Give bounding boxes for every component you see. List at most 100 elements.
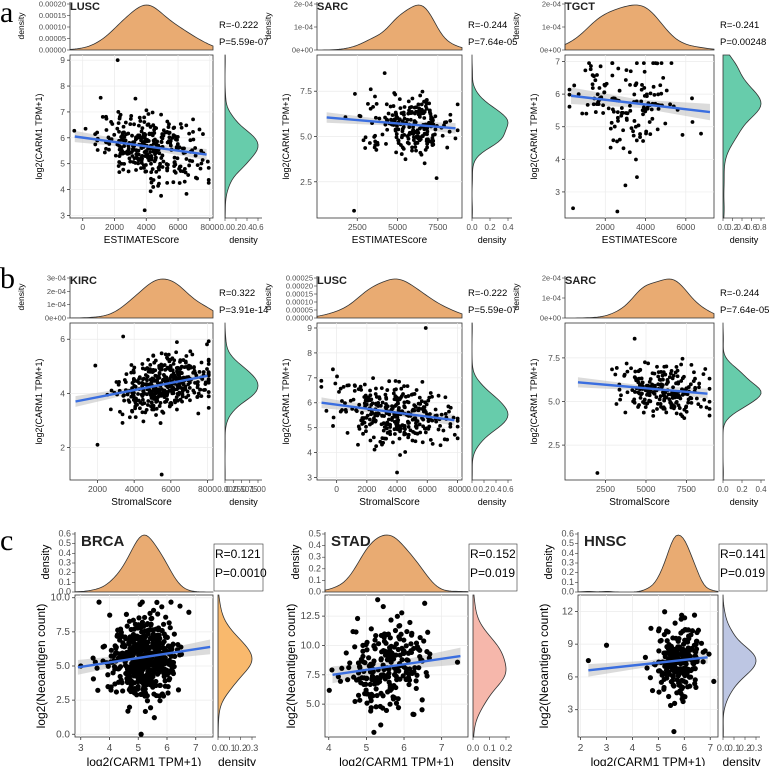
data-point (427, 101, 432, 106)
data-point (701, 372, 706, 377)
y-tick-label: 4 (60, 185, 65, 195)
chart-title: BRCA (81, 533, 124, 550)
data-point (680, 356, 685, 361)
data-point (130, 631, 137, 638)
data-point (159, 691, 165, 697)
data-point (122, 662, 129, 669)
data-point (671, 728, 677, 735)
data-point (392, 427, 397, 432)
data-point (193, 153, 198, 158)
data-point (333, 381, 338, 386)
data-point (157, 666, 163, 672)
data-point (420, 134, 425, 138)
data-point (689, 628, 696, 634)
p-value: P=7.64e-05 (720, 305, 769, 316)
r-value: R=0.121 (215, 547, 261, 561)
data-point (627, 150, 632, 155)
y-tick-label: 9 (307, 323, 312, 333)
data-point (368, 87, 373, 92)
data-point (394, 135, 399, 140)
top-density-curve (69, 4, 214, 51)
x-tick-label: 6000 (169, 222, 188, 232)
data-point (150, 131, 155, 136)
data-point (108, 407, 113, 412)
data-point (170, 641, 176, 647)
data-point (121, 642, 128, 648)
data-point (148, 189, 153, 194)
data-point (433, 114, 438, 119)
data-point (149, 176, 153, 181)
data-point (699, 404, 703, 409)
data-point (138, 625, 144, 631)
right-density-curve (471, 54, 509, 219)
right-density-tick-label: 0.00 (217, 485, 233, 494)
data-point (669, 392, 674, 397)
data-point (680, 628, 686, 634)
data-point (452, 432, 457, 437)
data-point (425, 129, 430, 134)
data-point (655, 364, 659, 369)
data-point (679, 612, 685, 618)
data-point (593, 110, 598, 114)
data-point (413, 431, 418, 436)
data-point (382, 425, 387, 429)
data-point (427, 424, 432, 429)
data-point (144, 169, 149, 174)
data-point (121, 334, 126, 339)
data-point (447, 129, 452, 134)
data-point (439, 412, 444, 417)
data-point (615, 110, 620, 115)
data-point (151, 353, 156, 358)
data-point (128, 122, 133, 127)
top-density-tick-label: 0.2 (308, 563, 321, 573)
data-point (159, 193, 163, 198)
data-point (179, 371, 184, 376)
data-point (379, 386, 384, 391)
y-tick-label: 9 (60, 55, 65, 65)
right-density-tick-label: 0.8 (755, 223, 767, 232)
data-point (154, 155, 158, 160)
x-tick-label: 5000 (388, 222, 407, 232)
data-point (198, 166, 203, 171)
data-point (370, 401, 375, 406)
data-point (621, 146, 626, 151)
data-point (392, 412, 397, 417)
data-point (410, 438, 415, 443)
data-point (144, 681, 150, 688)
data-point (656, 689, 662, 695)
data-point (345, 677, 351, 683)
data-point (175, 391, 180, 396)
data-point (441, 428, 446, 433)
right-density: 0.0 0.2 0.4 density (466, 54, 514, 245)
chart-7: 4 5 6 7 5.0 7.5 10.0 12.5 log2(CARM1 TPM+1) log2(… (284, 529, 518, 766)
top-density-tick-label: 0.5 (308, 529, 321, 539)
points (567, 61, 703, 214)
y-tick-label: 4 (60, 388, 65, 398)
data-point (438, 423, 442, 428)
data-point (121, 124, 126, 129)
x-tick-label: 6 (682, 743, 688, 754)
data-point (122, 134, 127, 139)
data-point (167, 675, 173, 682)
data-point (195, 385, 200, 390)
data-point (141, 134, 145, 139)
top-density-tick-label: 2e-04 (542, 0, 561, 9)
data-point (693, 376, 697, 381)
data-point (684, 404, 689, 409)
data-point (386, 655, 392, 661)
y-tick-label: 9 (567, 639, 573, 650)
right-density-tick-label: 0.0 (717, 485, 729, 494)
data-point (420, 440, 425, 445)
data-point (388, 617, 394, 623)
data-point (700, 649, 706, 655)
data-point (380, 705, 386, 711)
data-point (113, 650, 119, 656)
x-tick-label: 4000 (137, 222, 156, 232)
data-point (125, 149, 129, 154)
data-point (421, 424, 426, 429)
data-point (392, 627, 399, 634)
data-point (206, 406, 211, 410)
data-point (206, 180, 211, 185)
top-density-tick-label: 0.4 (58, 548, 71, 558)
data-point (104, 128, 109, 132)
